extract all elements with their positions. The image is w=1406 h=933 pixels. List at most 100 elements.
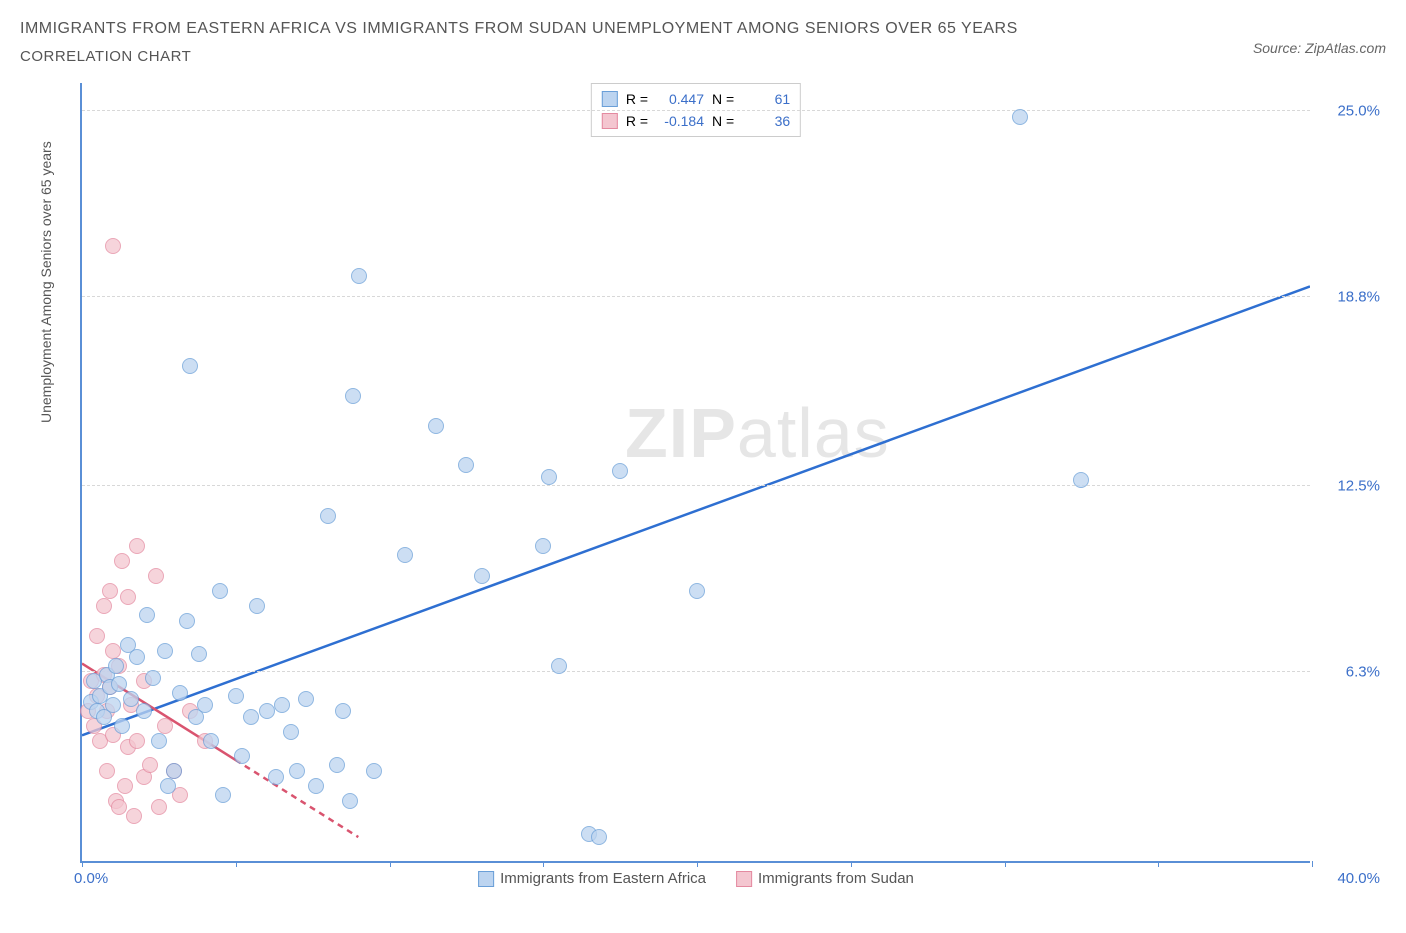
series-b-point	[120, 589, 136, 605]
series-a-point	[151, 733, 167, 749]
correlation-chart: Unemployment Among Seniors over 65 years…	[20, 73, 1386, 913]
series-b-point	[117, 778, 133, 794]
series-a-point	[160, 778, 176, 794]
series-a-point	[345, 388, 361, 404]
series-a-point	[298, 691, 314, 707]
series-b-n-value: 36	[742, 113, 790, 129]
gridline-h	[82, 485, 1310, 486]
y-tick-label: 25.0%	[1337, 103, 1380, 120]
series-a-point	[474, 568, 490, 584]
x-tick	[851, 861, 852, 867]
series-b-swatch	[736, 871, 752, 887]
trend-lines-layer	[82, 83, 1310, 861]
series-a-point	[541, 469, 557, 485]
gridline-h	[82, 671, 1310, 672]
chart-title: IMMIGRANTS FROM EASTERN AFRICA VS IMMIGR…	[20, 20, 1018, 38]
bottom-legend-item-b: Immigrants from Sudan	[736, 870, 914, 887]
x-tick	[543, 861, 544, 867]
stats-legend-row-b: R = -0.184 N = 36	[602, 110, 790, 132]
series-b-swatch	[602, 113, 618, 129]
series-a-point	[612, 463, 628, 479]
series-a-point	[215, 787, 231, 803]
series-a-point	[551, 658, 567, 674]
series-a-point	[289, 763, 305, 779]
series-a-point	[166, 763, 182, 779]
series-a-point	[111, 676, 127, 692]
series-b-point	[89, 628, 105, 644]
series-a-point	[259, 703, 275, 719]
series-a-point	[1073, 472, 1089, 488]
series-a-point	[136, 703, 152, 719]
plot-area: ZIPatlas R = 0.447 N = 61 R = -0.184 N =…	[80, 83, 1310, 863]
series-a-point	[274, 697, 290, 713]
y-axis-label: Unemployment Among Seniors over 65 years	[38, 141, 54, 423]
bottom-legend: Immigrants from Eastern Africa Immigrant…	[478, 870, 914, 887]
y-tick-label: 6.3%	[1346, 664, 1380, 681]
bottom-legend-item-a: Immigrants from Eastern Africa	[478, 870, 706, 887]
series-a-point	[351, 268, 367, 284]
series-b-point	[157, 718, 173, 734]
series-a-point	[342, 793, 358, 809]
series-a-point	[428, 418, 444, 434]
series-a-point	[114, 718, 130, 734]
source-attribution: Source: ZipAtlas.com	[1253, 40, 1386, 56]
chart-subtitle: CORRELATION CHART	[20, 48, 1018, 65]
series-a-point	[105, 697, 121, 713]
watermark: ZIPatlas	[625, 393, 890, 473]
series-b-point	[129, 538, 145, 554]
series-b-r-value: -0.184	[656, 113, 704, 129]
x-tick	[697, 861, 698, 867]
y-tick-label: 12.5%	[1337, 478, 1380, 495]
series-a-point	[308, 778, 324, 794]
series-a-point	[397, 547, 413, 563]
series-b-point	[96, 598, 112, 614]
y-tick-label: 18.8%	[1337, 289, 1380, 306]
x-tick	[236, 861, 237, 867]
series-a-point	[320, 508, 336, 524]
series-a-point	[689, 583, 705, 599]
series-b-point	[111, 799, 127, 815]
series-a-swatch	[602, 91, 618, 107]
n-label: N =	[712, 113, 734, 129]
n-label: N =	[712, 91, 734, 107]
series-b-point	[114, 553, 130, 569]
gridline-h	[82, 296, 1310, 297]
series-a-point	[329, 757, 345, 773]
gridline-h	[82, 110, 1310, 111]
series-b-point	[99, 763, 115, 779]
series-a-point	[228, 688, 244, 704]
x-axis-max-label: 40.0%	[1337, 870, 1380, 887]
series-b-point	[126, 808, 142, 824]
series-b-point	[148, 568, 164, 584]
series-a-point	[129, 649, 145, 665]
series-a-n-value: 61	[742, 91, 790, 107]
series-a-point	[458, 457, 474, 473]
series-a-point	[591, 829, 607, 845]
series-a-point	[243, 709, 259, 725]
x-tick	[1158, 861, 1159, 867]
series-a-point	[366, 763, 382, 779]
x-axis-min-label: 0.0%	[74, 870, 108, 887]
series-a-point	[139, 607, 155, 623]
series-a-point	[145, 670, 161, 686]
series-a-r-value: 0.447	[656, 91, 704, 107]
series-b-point	[102, 583, 118, 599]
series-b-point	[105, 238, 121, 254]
x-tick	[1312, 861, 1313, 867]
series-a-name: Immigrants from Eastern Africa	[500, 870, 706, 887]
series-a-point	[182, 358, 198, 374]
series-a-point	[191, 646, 207, 662]
series-a-point	[283, 724, 299, 740]
series-a-point	[268, 769, 284, 785]
x-tick	[82, 861, 83, 867]
stats-legend-row-a: R = 0.447 N = 61	[602, 88, 790, 110]
series-a-point	[157, 643, 173, 659]
series-a-point	[203, 733, 219, 749]
series-a-point	[249, 598, 265, 614]
series-a-point	[179, 613, 195, 629]
r-label: R =	[626, 113, 648, 129]
series-a-point	[108, 658, 124, 674]
x-tick	[390, 861, 391, 867]
series-a-point	[1012, 109, 1028, 125]
r-label: R =	[626, 91, 648, 107]
